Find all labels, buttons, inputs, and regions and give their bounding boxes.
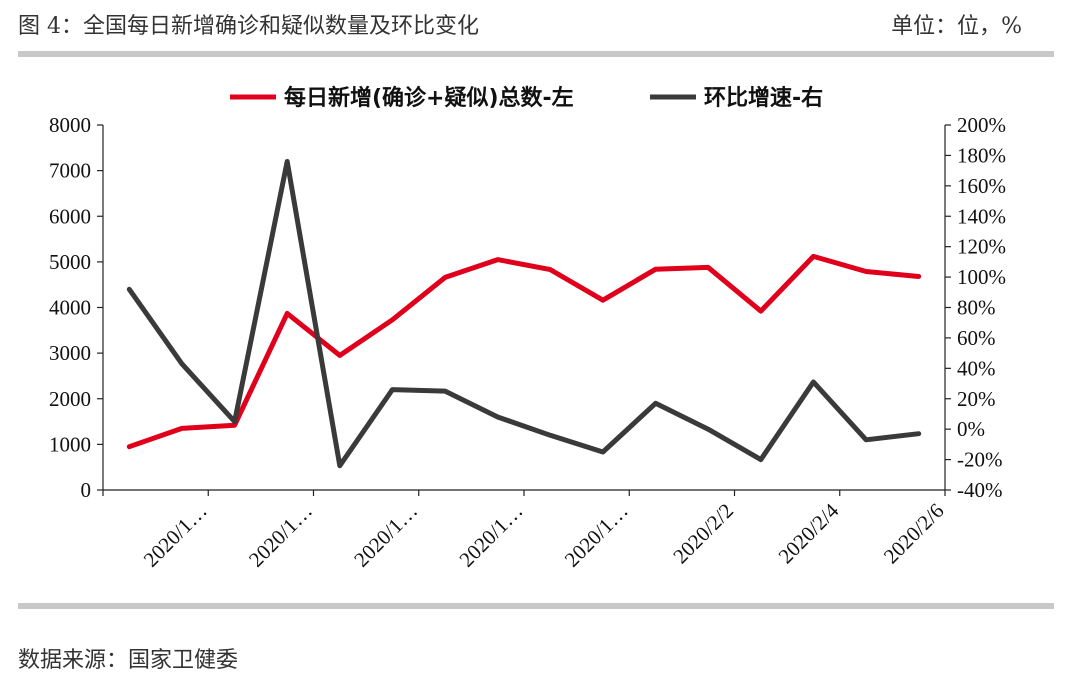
- axes: [97, 124, 951, 496]
- right-axis-tick-label: 0%: [957, 417, 985, 441]
- right-axis-tick-label: 160%: [957, 174, 1006, 198]
- right-axis-tick-label: 180%: [957, 143, 1006, 167]
- right-axis-tick-label: 80%: [957, 296, 996, 320]
- right-axis-tick-label: 60%: [957, 326, 996, 350]
- right-axis-tick-label: 20%: [957, 387, 996, 411]
- left-axis-tick-label: 2000: [49, 387, 91, 411]
- right-axis-tick-label: -20%: [957, 448, 1003, 472]
- x-axis-tick-label: 2020/1…: [244, 499, 317, 572]
- left-axis-tick-label: 6000: [49, 204, 91, 228]
- left-axis-tick-label: 8000: [49, 113, 91, 137]
- data-source: 数据来源：国家卫健委: [18, 648, 239, 673]
- tick-labels: 0 1000 2000 3000 4000 5000 6000 7000 8000 -40% -20…: [49, 113, 1006, 572]
- right-axis-tick-label: 100%: [957, 265, 1006, 289]
- series-line-new-cases: [126, 253, 922, 450]
- x-axis-tick-label: 2020/2/4: [774, 498, 844, 568]
- left-axis-tick-label: 5000: [49, 250, 91, 274]
- right-axis-tick-label: 140%: [957, 204, 1006, 228]
- x-axis-tick-label: 2020/1…: [349, 499, 422, 572]
- left-axis-tick-label: 0: [81, 478, 92, 502]
- unit-label: 单位：位，%: [891, 14, 1022, 39]
- left-axis-tick-label: 3000: [49, 341, 91, 365]
- right-axis-tick-label: 40%: [957, 356, 996, 380]
- x-axis-tick-label: 2020/1…: [560, 499, 633, 572]
- x-axis-tick-label: 2020/1…: [454, 499, 527, 572]
- series-lines: [126, 159, 922, 469]
- legend-label-new-cases: 每日新增(确诊+疑似)总数-左: [284, 85, 574, 111]
- legend: 每日新增(确诊+疑似)总数-左 环比增速-右: [230, 85, 823, 111]
- bottom-divider: [18, 603, 1054, 609]
- right-axis-tick-label: 120%: [957, 235, 1006, 259]
- series-line-growth: [126, 159, 922, 469]
- x-axis-tick-label: 2020/2/6: [879, 499, 949, 569]
- right-axis-tick-label: 200%: [957, 113, 1006, 137]
- legend-label-growth: 环比增速-右: [704, 85, 823, 111]
- right-axis-tick-label: -40%: [957, 478, 1003, 502]
- x-axis-tick-label: 2020/1…: [139, 499, 212, 572]
- x-axis-tick-label: 2020/2/2: [668, 499, 738, 569]
- top-divider: [18, 51, 1054, 57]
- left-axis-tick-label: 1000: [49, 432, 91, 456]
- left-axis-tick-label: 7000: [49, 159, 91, 183]
- line-chart: 每日新增(确诊+疑似)总数-左 环比增速-右 0 1000 2000 3000 4000…: [49, 85, 1006, 572]
- chart-title: 图 4：全国每日新增确诊和疑似数量及环比变化: [18, 14, 479, 39]
- left-axis-tick-label: 4000: [49, 296, 91, 320]
